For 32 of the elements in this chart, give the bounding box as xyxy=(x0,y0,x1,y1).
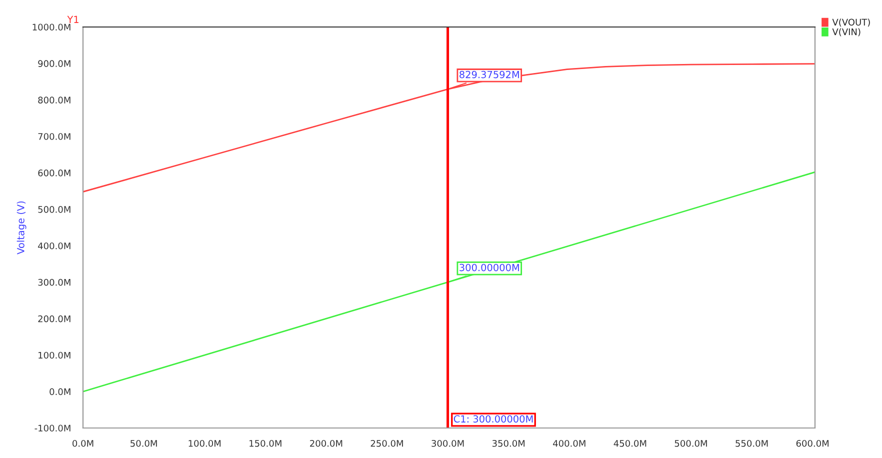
annotation: 829.37592M xyxy=(460,70,519,78)
x-tick-label: 200.0M xyxy=(310,440,342,447)
x-tick-label: 500.0M xyxy=(674,440,707,447)
y-axis-title: Voltage (V) xyxy=(16,201,26,254)
y-tick-label: 400.0M xyxy=(38,242,70,250)
y-tick-label: 300.0M xyxy=(38,278,70,286)
x-tick-label: 250.0M xyxy=(370,440,403,447)
y-tick-label: 200.0M xyxy=(38,315,70,322)
x-tick-label: 50.0M xyxy=(130,440,157,447)
x-tick-label: 550.0M xyxy=(736,440,768,447)
x-tick-label: 300.0M xyxy=(432,440,464,447)
y-tick-label: 900.0M xyxy=(38,60,70,68)
legend-label: V(VOUT) xyxy=(832,18,870,27)
y-tick-label: 700.0M xyxy=(38,133,70,140)
ref-line-label: C1: 300.00000M xyxy=(454,415,533,423)
annotation: 300.00000M xyxy=(460,264,519,272)
x-tick-label: 600.0M xyxy=(796,440,829,447)
y-tick-label: 0.0M xyxy=(50,388,70,396)
y-tick-label: 600.0M xyxy=(38,170,70,176)
y-tick-label: 500.0M xyxy=(38,206,70,213)
y-tick-label: 100.0M xyxy=(38,352,70,359)
x-tick-label: 400.0M xyxy=(553,440,586,447)
x-tick-label: 350.0M xyxy=(492,440,525,447)
x-tick-label: 100.0M xyxy=(188,440,221,447)
x-tick-label: 150.0M xyxy=(250,440,282,447)
y-tick-label: 1000.0M xyxy=(32,24,70,31)
x-tick-label: 0.0M xyxy=(72,440,94,447)
x-tick-label: 450.0M xyxy=(614,440,646,447)
y-tick-label: 800.0M xyxy=(38,96,70,104)
text: Y1 xyxy=(67,16,78,23)
y-tick-label: -100.0M xyxy=(34,424,70,432)
legend-label: V(VIN) xyxy=(832,28,860,36)
